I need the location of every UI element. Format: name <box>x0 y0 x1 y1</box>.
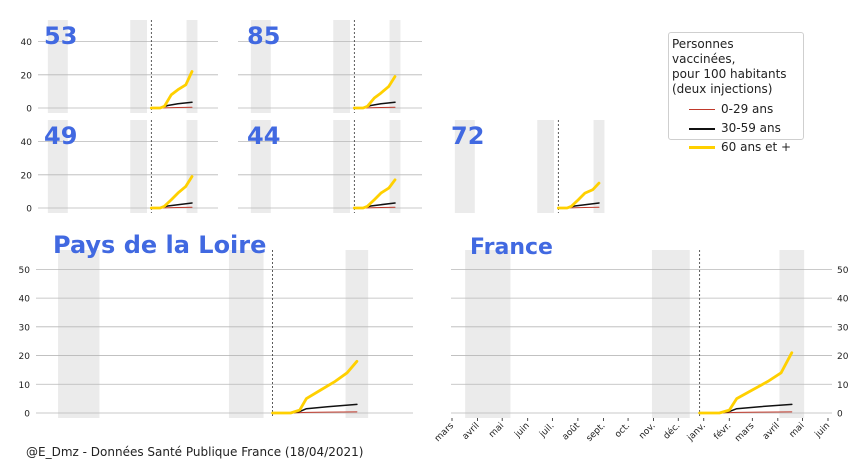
legend-item-30-59: 30-59 ans <box>672 119 800 138</box>
x-tick-label: avril <box>461 421 482 442</box>
legend-item-60-plus: 60 ans et + <box>672 138 800 157</box>
y-tick-label: 0 <box>837 410 843 420</box>
panel-pays-de-la-loire: 0 10 20 30 40 50 Pays de la Loire <box>19 231 413 420</box>
y-tick-label: 20 <box>19 352 31 362</box>
y-tick-label: 30 <box>19 323 31 333</box>
x-tick-label: avril <box>761 421 782 442</box>
panel-title: 53 <box>44 22 77 50</box>
legend-item-0-29: 0-29 ans <box>672 100 800 119</box>
y-tick-label: 0 <box>26 105 32 115</box>
y-tick-label: 20 <box>21 71 33 81</box>
panel-44: 44 <box>238 120 422 213</box>
y-tick-label: 40 <box>837 295 849 305</box>
shaded-period <box>389 120 401 213</box>
x-tick-label: mars <box>433 421 456 444</box>
x-tick-label: juin <box>813 421 832 440</box>
panel-title: France <box>470 235 553 260</box>
y-tick-label: 40 <box>21 138 33 148</box>
panel-title: 49 <box>44 122 77 150</box>
source-credit: @E_Dmz - Données Santé Publique France (… <box>26 445 364 459</box>
shaded-period <box>537 120 554 213</box>
legend-label-0-29: 0-29 ans <box>721 102 774 116</box>
legend-swatch-60-plus <box>689 146 715 149</box>
shaded-period <box>593 120 605 213</box>
shaded-period <box>651 250 690 418</box>
shaded-period <box>186 120 198 213</box>
shaded-period <box>228 250 264 418</box>
x-tick-label: mars <box>733 421 756 444</box>
shaded-period <box>250 20 271 113</box>
series-line-60-ans-et-plus <box>352 178 397 210</box>
y-tick-label: 10 <box>19 381 31 391</box>
y-tick-label: 40 <box>19 295 31 305</box>
series-line-60-ans-et-plus <box>352 75 397 110</box>
y-tick-label: 10 <box>837 381 849 391</box>
panel-title: 85 <box>247 22 280 50</box>
series-line-60-ans-et-plus <box>271 359 359 415</box>
shaded-period <box>58 250 100 418</box>
x-tick-label: déc. <box>661 420 682 441</box>
shaded-period <box>454 120 475 213</box>
series-line-60-ans-et-plus <box>556 181 601 210</box>
x-tick-label: août <box>561 421 583 443</box>
series-line-60-ans-et-plus <box>149 175 194 210</box>
x-tick-label: mai <box>487 421 506 440</box>
series-line-60-ans-et-plus <box>149 70 194 110</box>
shaded-period <box>345 250 369 418</box>
legend: Personnes vaccinées, pour 100 habitants … <box>668 32 804 154</box>
panel-53: 0 20 40 53 <box>21 20 218 115</box>
shaded-period <box>250 120 271 213</box>
shaded-period <box>333 20 350 113</box>
y-tick-label: 30 <box>837 323 849 333</box>
shaded-period <box>465 250 511 418</box>
shaded-period <box>47 20 68 113</box>
legend-label-30-59: 30-59 ans <box>721 121 781 135</box>
panel-title: 72 <box>451 122 484 150</box>
legend-title: Personnes vaccinées, pour 100 habitants … <box>672 37 787 96</box>
y-tick-label: 0 <box>24 410 30 420</box>
shaded-period <box>130 120 147 213</box>
y-tick-label: 0 <box>26 205 32 215</box>
panel-title: Pays de la Loire <box>53 231 266 259</box>
x-tick-label: sept. <box>585 421 608 444</box>
x-tick-label: oct. <box>613 421 632 440</box>
panel-49: 0 20 40 49 <box>21 120 218 215</box>
x-tick-label: mai <box>788 421 807 440</box>
legend-swatch-0-29 <box>689 109 715 110</box>
x-tick-label: juin <box>512 421 531 440</box>
x-tick-label: janv. <box>685 421 708 444</box>
series-line-60-ans-et-plus <box>698 351 794 415</box>
y-tick-label: 50 <box>19 266 31 276</box>
shaded-period <box>186 20 198 113</box>
legend-label-60-plus: 60 ans et + <box>721 140 792 154</box>
y-tick-label: 50 <box>837 266 849 276</box>
shaded-period <box>779 250 805 418</box>
panel-72: 72 <box>451 120 605 213</box>
x-tick-label: nov. <box>637 421 657 441</box>
panel-title: 44 <box>247 122 280 150</box>
x-tick-label: févr. <box>712 420 734 442</box>
y-tick-label: 40 <box>21 38 33 48</box>
shaded-period <box>333 120 350 213</box>
legend-swatch-30-59 <box>689 127 715 130</box>
shaded-period <box>130 20 147 113</box>
y-tick-label: 20 <box>21 171 33 181</box>
shaded-period <box>389 20 401 113</box>
panel-85: 85 <box>238 20 422 113</box>
shaded-period <box>47 120 68 213</box>
x-tick-label: juil. <box>537 421 556 440</box>
y-tick-label: 20 <box>837 352 849 362</box>
